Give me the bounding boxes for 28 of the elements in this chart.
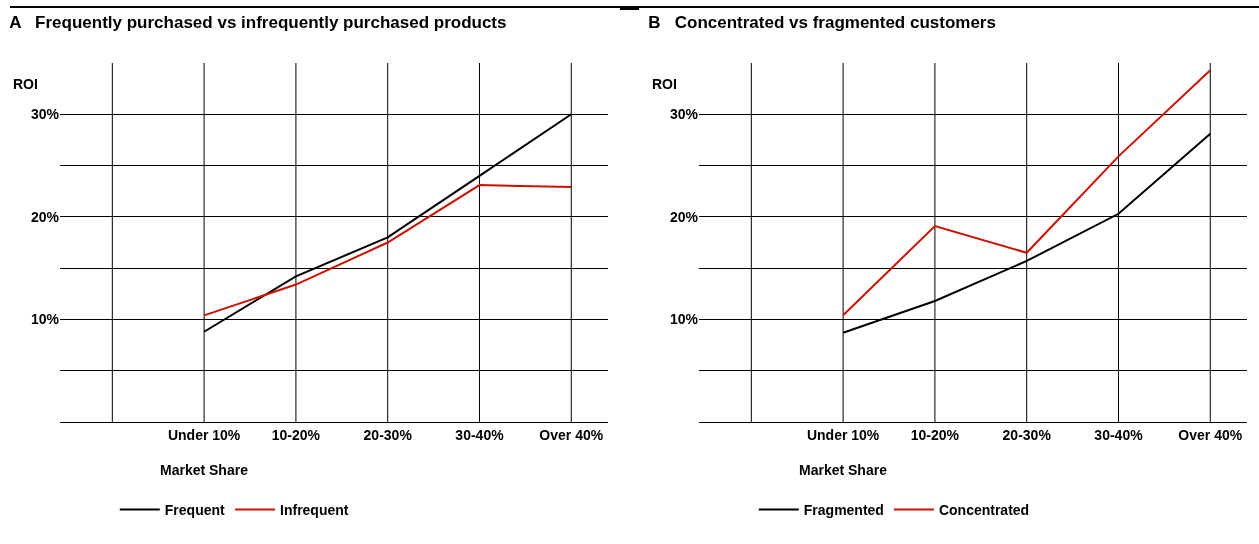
line-series bbox=[842, 69, 1212, 317]
x-tick-label: 10-20% bbox=[271, 426, 321, 443]
y-tick-label: 20% bbox=[30, 208, 60, 225]
x-tick-label: Under 10% bbox=[167, 426, 241, 443]
x-tick-label: 10-20% bbox=[910, 426, 960, 443]
y-axis-title: ROI bbox=[652, 76, 677, 92]
legend-label: Frequent bbox=[164, 501, 226, 518]
x-tick-label: 20-30% bbox=[363, 426, 413, 443]
x-tick-label: Over 40% bbox=[1178, 426, 1243, 443]
y-axis-title: ROI bbox=[13, 76, 38, 92]
legend-label: Fragmented bbox=[803, 501, 884, 518]
y-tick-label: 20% bbox=[669, 208, 699, 225]
chart-title: B Concentrated vs fragmented customers bbox=[648, 12, 996, 32]
x-tick-label: Over 40% bbox=[539, 426, 604, 443]
y-tick-label: 10% bbox=[30, 311, 60, 328]
x-axis-title: Market Share bbox=[799, 462, 888, 478]
chart-title: A Frequently purchased vs infrequently purchased products bbox=[9, 12, 507, 32]
legend-label: Concentrated bbox=[938, 501, 1030, 518]
x-tick-label: 30-40% bbox=[455, 426, 505, 443]
y-tick-label: 10% bbox=[669, 311, 699, 328]
x-axis-title: Market Share bbox=[160, 462, 249, 478]
x-tick-label: Under 10% bbox=[806, 426, 880, 443]
legend-label: Infrequent bbox=[280, 501, 349, 518]
y-tick-label: 30% bbox=[669, 106, 699, 123]
line-series bbox=[203, 184, 573, 317]
x-tick-label: 30-40% bbox=[1094, 426, 1144, 443]
y-tick-label: 30% bbox=[30, 106, 60, 123]
x-tick-label: 20-30% bbox=[1002, 426, 1052, 443]
